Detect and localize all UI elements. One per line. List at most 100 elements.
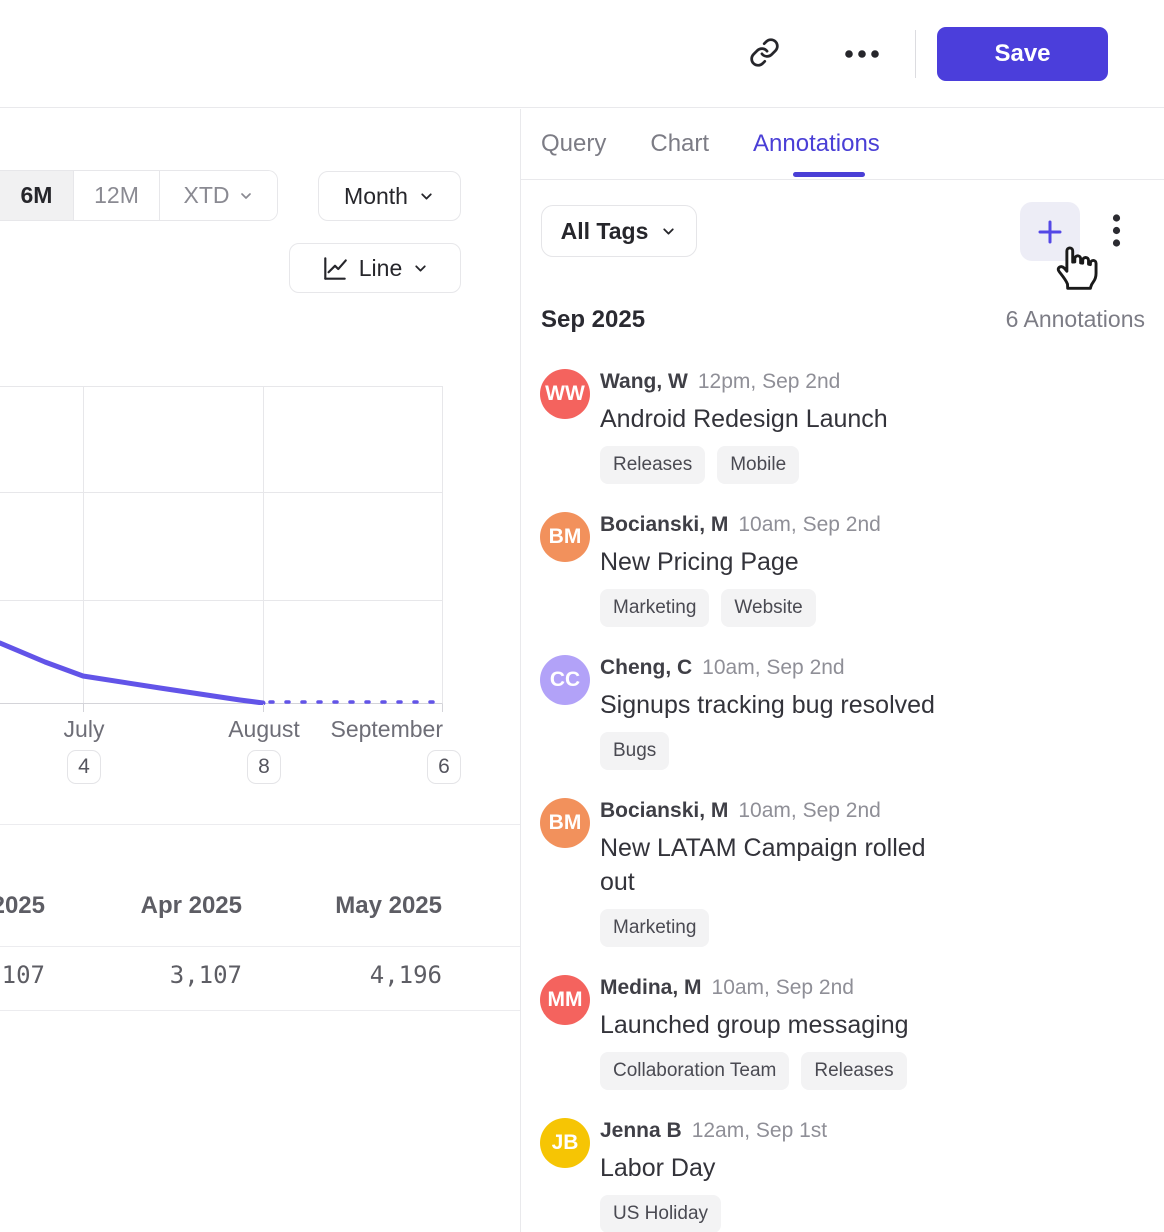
annotation-author: Bocianski, M bbox=[600, 799, 729, 822]
annotation-author: Medina, M bbox=[600, 976, 702, 999]
section-month-label: Sep 2025 bbox=[541, 306, 646, 333]
table-value-apr-2025: 3,107 bbox=[169, 961, 242, 989]
annotation-timestamp: 10am, Sep 2nd bbox=[738, 513, 881, 536]
avatar: BM bbox=[540, 798, 590, 848]
annotation-author: Wang, W bbox=[600, 370, 688, 393]
annotation-author: Jenna B bbox=[600, 1119, 682, 1142]
annotation-title: New Pricing Page bbox=[600, 548, 799, 576]
save-button[interactable]: Save bbox=[937, 27, 1108, 81]
tab-chart[interactable]: Chart bbox=[650, 130, 710, 157]
annotation-tags: US Holiday bbox=[600, 1195, 827, 1232]
annotation-count-badge-august[interactable]: 8 bbox=[247, 750, 281, 784]
panel-tabs: Query Chart Annotations bbox=[521, 109, 1164, 180]
avatar: JB bbox=[540, 1118, 590, 1168]
kebab-icon bbox=[1112, 213, 1121, 251]
table-header-apr-2025: Apr 2025 bbox=[140, 892, 242, 919]
plus-icon bbox=[1034, 216, 1066, 248]
share-link-button[interactable] bbox=[746, 38, 782, 70]
chevron-down-icon bbox=[418, 188, 435, 205]
gridline-vertical-july bbox=[83, 387, 84, 703]
gridline-vertical-august bbox=[263, 387, 264, 703]
chart-type-dropdown[interactable]: Line bbox=[289, 243, 461, 293]
range-xtd-button[interactable]: XTD bbox=[160, 171, 277, 220]
annotation-item[interactable]: BM Bocianski, M 10am, Sep 2nd New Pricin… bbox=[540, 512, 1164, 627]
annotation-body: Cheng, C 10am, Sep 2nd Signups tracking … bbox=[600, 655, 935, 770]
line-chart-icon bbox=[321, 255, 349, 282]
annotation-body: Bocianski, M 10am, Sep 2nd New LATAM Cam… bbox=[600, 798, 940, 947]
annotation-timestamp: 10am, Sep 2nd bbox=[738, 799, 881, 822]
tag-pill[interactable]: US Holiday bbox=[600, 1195, 722, 1232]
section-annotation-count: 6 Annotations bbox=[1005, 306, 1145, 332]
chart-type-label: Line bbox=[358, 254, 403, 281]
table-value-mar-2025: 107 bbox=[1, 961, 45, 989]
annotations-menu-button[interactable] bbox=[1099, 209, 1133, 255]
range-6m-label: 6M bbox=[20, 182, 53, 208]
tag-pill[interactable]: Website bbox=[721, 589, 816, 627]
annotation-item[interactable]: BM Bocianski, M 10am, Sep 2nd New LATAM … bbox=[540, 798, 1164, 947]
tag-pill[interactable]: Mobile bbox=[717, 446, 800, 484]
granularity-label: Month bbox=[344, 182, 408, 209]
tag-filter-dropdown[interactable]: All Tags bbox=[541, 205, 697, 257]
annotation-count-badge-september[interactable]: 6 bbox=[427, 750, 461, 784]
annotation-tags: Marketing bbox=[600, 909, 940, 947]
add-annotation-button[interactable] bbox=[1020, 202, 1080, 261]
table-border bbox=[0, 1010, 520, 1011]
annotation-body: Wang, W 12pm, Sep 2nd Android Redesign L… bbox=[600, 369, 888, 484]
more-options-button[interactable] bbox=[842, 44, 882, 64]
annotation-timestamp: 10am, Sep 2nd bbox=[702, 656, 845, 679]
annotation-item[interactable]: WW Wang, W 12pm, Sep 2nd Android Redesig… bbox=[540, 369, 1164, 484]
chart-line-series bbox=[0, 640, 266, 705]
annotation-title: Labor Day bbox=[600, 1154, 716, 1182]
annotation-timestamp: 12pm, Sep 2nd bbox=[697, 370, 841, 393]
tag-pill[interactable]: Marketing bbox=[600, 909, 710, 947]
tag-pill[interactable]: Marketing bbox=[600, 589, 710, 627]
section-header: Sep 2025 6 Annotations bbox=[541, 306, 1145, 334]
chart-line-svg bbox=[0, 640, 443, 705]
annotation-timestamp: 12am, Sep 1st bbox=[691, 1119, 828, 1142]
topbar: Save bbox=[0, 0, 1164, 108]
table-header-mar-2025: 2025 bbox=[0, 892, 45, 919]
chevron-down-icon bbox=[238, 188, 254, 204]
tag-pill[interactable]: Releases bbox=[600, 446, 706, 484]
x-axis-label-july: July bbox=[63, 716, 105, 742]
topbar-divider bbox=[915, 30, 916, 78]
tag-pill[interactable]: Releases bbox=[801, 1052, 907, 1090]
table-border bbox=[0, 946, 520, 947]
axis-tick bbox=[442, 704, 443, 712]
tag-pill[interactable]: Collaboration Team bbox=[600, 1052, 790, 1090]
tab-query[interactable]: Query bbox=[541, 130, 607, 157]
avatar: BM bbox=[540, 512, 590, 562]
annotation-tags: Releases Mobile bbox=[600, 446, 888, 484]
table-header-may-2025: May 2025 bbox=[335, 892, 442, 919]
avatar: MM bbox=[540, 975, 590, 1025]
annotation-item[interactable]: JB Jenna B 12am, Sep 1st Labor Day US Ho… bbox=[540, 1118, 1164, 1232]
line-chart-plot[interactable] bbox=[0, 386, 443, 705]
axis-tick bbox=[263, 704, 264, 712]
annotation-list: WW Wang, W 12pm, Sep 2nd Android Redesig… bbox=[540, 369, 1164, 1232]
annotation-body: Medina, M 10am, Sep 2nd Launched group m… bbox=[600, 975, 909, 1090]
tab-annotations[interactable]: Annotations bbox=[753, 130, 880, 157]
x-axis-label-august: August bbox=[228, 716, 300, 742]
annotation-tags: Collaboration Team Releases bbox=[600, 1052, 909, 1090]
chevron-down-icon bbox=[412, 260, 429, 277]
annotation-title: Android Redesign Launch bbox=[600, 405, 888, 433]
annotation-count-badge-july[interactable]: 4 bbox=[67, 750, 101, 784]
range-12m-label: 12M bbox=[94, 182, 139, 208]
range-6m-button[interactable]: 6M bbox=[0, 171, 74, 220]
annotation-item[interactable]: CC Cheng, C 10am, Sep 2nd Signups tracki… bbox=[540, 655, 1164, 770]
annotation-body: Bocianski, M 10am, Sep 2nd New Pricing P… bbox=[600, 512, 881, 627]
annotation-item[interactable]: MM Medina, M 10am, Sep 2nd Launched grou… bbox=[540, 975, 1164, 1090]
chevron-down-icon bbox=[660, 223, 677, 240]
tag-pill[interactable]: Bugs bbox=[600, 732, 670, 770]
link-icon bbox=[749, 37, 780, 71]
annotation-title: Launched group messaging bbox=[600, 1011, 909, 1039]
range-12m-button[interactable]: 12M bbox=[74, 171, 160, 220]
chart-panel: 6M 12M XTD Month bbox=[0, 109, 521, 1232]
table-value-may-2025: 4,196 bbox=[369, 961, 442, 989]
granularity-dropdown[interactable]: Month bbox=[318, 171, 461, 221]
table-border bbox=[0, 824, 520, 825]
annotation-title: Signups tracking bug resolved bbox=[600, 691, 935, 719]
ellipsis-icon bbox=[843, 47, 881, 62]
avatar: WW bbox=[540, 369, 590, 419]
